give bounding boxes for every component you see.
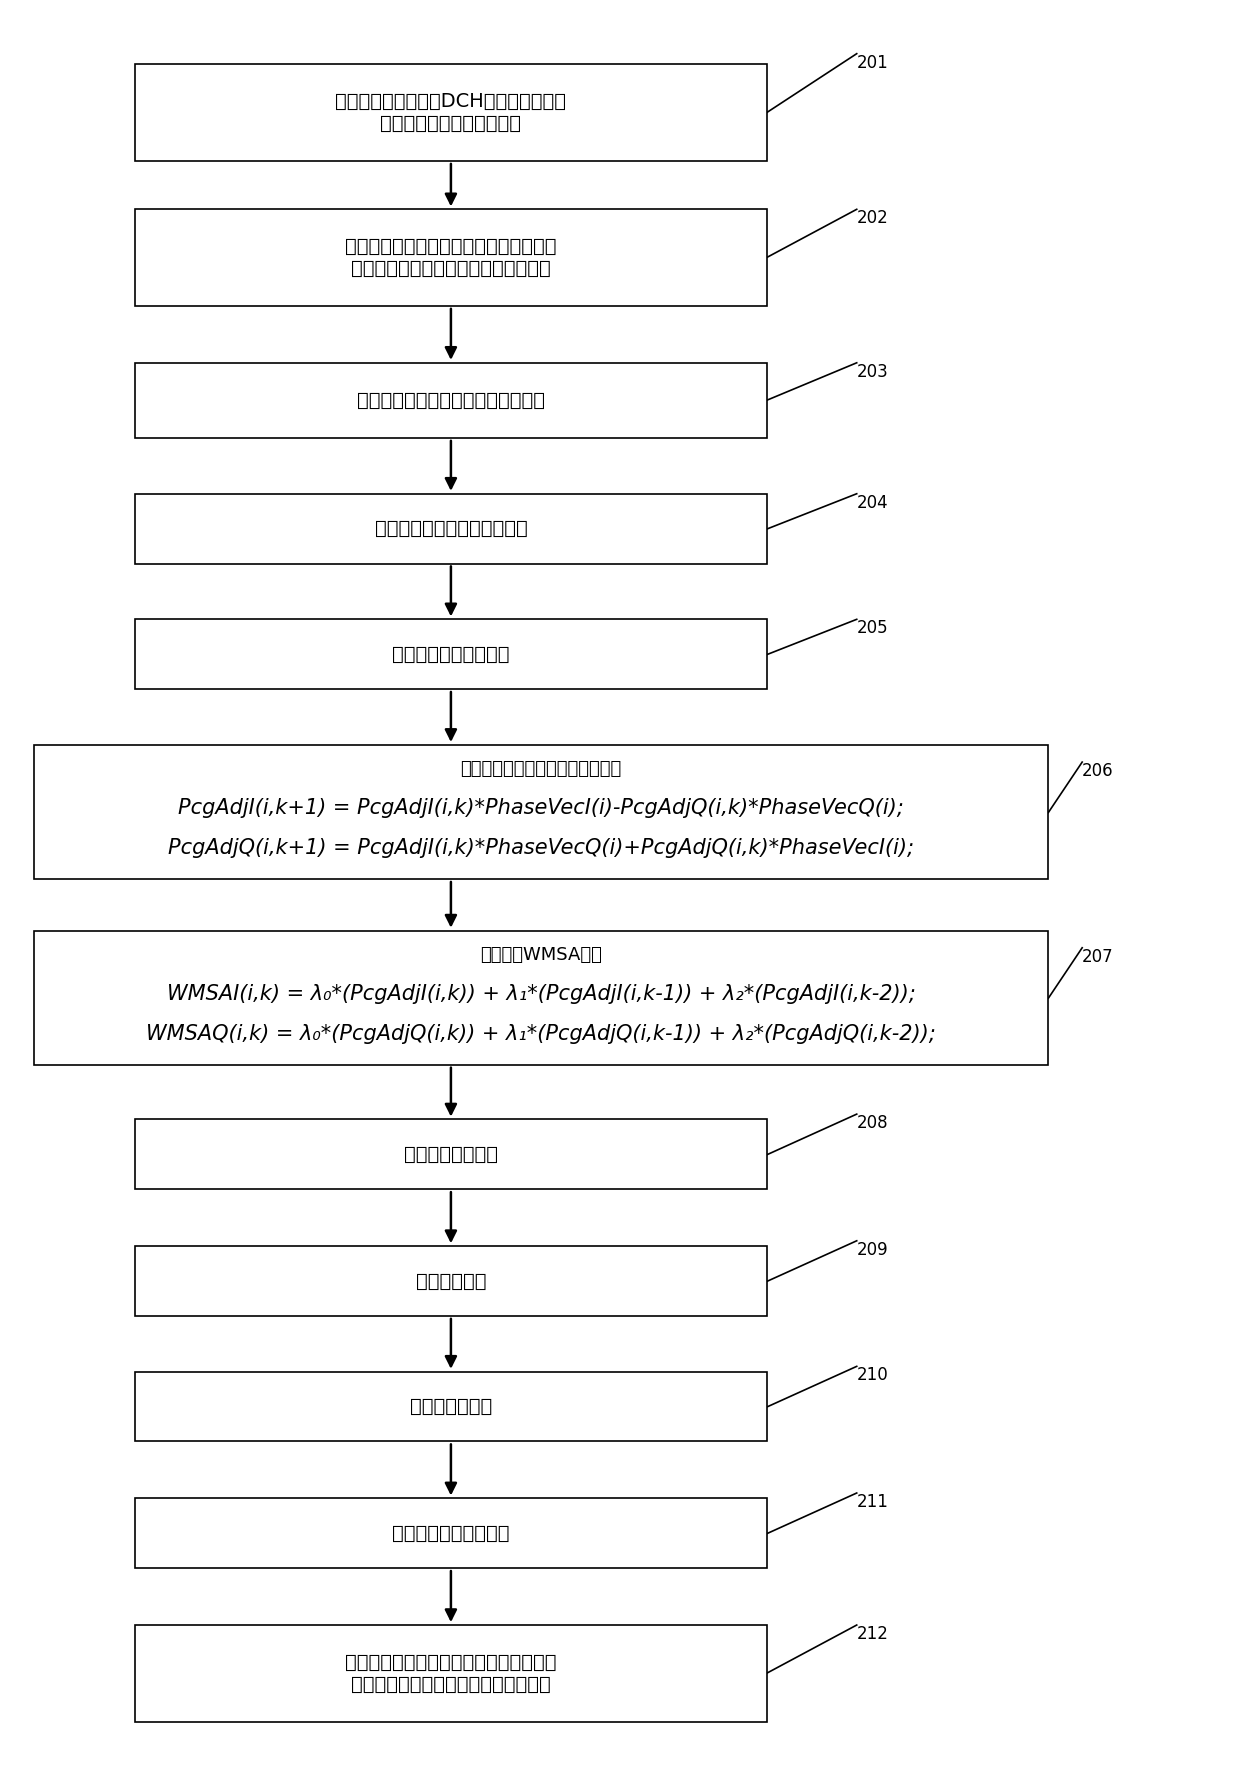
- Bar: [135, 494, 766, 563]
- Bar: [135, 209, 766, 306]
- Text: PcgAdjI(i,k+1) = PcgAdjI(i,k)*PhaseVecI(i)-PcgAdjQ(i,k)*PhaseVecQ(i);: PcgAdjI(i,k+1) = PcgAdjI(i,k)*PhaseVecI(…: [179, 799, 904, 818]
- Text: 将峰值的相关值累加平均得到噪声值，利
用峰值和噪声值计算得到功率和信噪比: 将峰值的相关值累加平均得到噪声值，利 用峰值和噪声值计算得到功率和信噪比: [345, 1652, 557, 1693]
- Text: 212: 212: [857, 1626, 889, 1643]
- Text: 对各时隙的导频数据进行累加: 对各时隙的导频数据进行累加: [374, 519, 527, 538]
- Text: 211: 211: [857, 1493, 889, 1511]
- Text: 利用下行中得到上行DCH的初始同步点的
位置和扰码，确定搜索窗长: 利用下行中得到上行DCH的初始同步点的 位置和扰码，确定搜索窗长: [335, 92, 567, 133]
- Bar: [135, 1373, 766, 1442]
- Text: 209: 209: [857, 1241, 888, 1259]
- Text: 对各帧解扩后的数据进行去导频图案: 对各帧解扩后的数据进行去导频图案: [357, 391, 544, 409]
- Bar: [135, 620, 766, 689]
- Bar: [33, 930, 1048, 1064]
- Text: 各帧进行WMSA加权: 各帧进行WMSA加权: [480, 946, 603, 963]
- Text: 203: 203: [857, 363, 889, 381]
- Text: WMSAQ(i,k) = λ₀*(PcgAdjQ(i,k)) + λ₁*(PcgAdjQ(i,k-1)) + λ₂*(PcgAdjQ(i,k-2));: WMSAQ(i,k) = λ₀*(PcgAdjQ(i,k)) + λ₁*(Pcg…: [146, 1024, 936, 1043]
- Bar: [135, 1498, 766, 1567]
- Text: 各帧相干累加: 各帧相干累加: [415, 1272, 486, 1291]
- Text: 205: 205: [857, 620, 888, 638]
- Text: 201: 201: [857, 53, 889, 71]
- Text: 各帧利用下式计算各时隙旋转角度: 各帧利用下式计算各时隙旋转角度: [460, 760, 621, 777]
- Text: 多帧非相干累加: 多帧非相干累加: [409, 1397, 492, 1417]
- Bar: [135, 64, 766, 161]
- Text: 取相关峰值和峰值索引: 取相关峰值和峰值索引: [392, 1523, 510, 1543]
- Text: 202: 202: [857, 209, 889, 227]
- Text: 各帧利用时隙计算频偏: 各帧利用时隙计算频偏: [392, 645, 510, 664]
- Bar: [33, 746, 1048, 878]
- Text: 206: 206: [1083, 762, 1114, 779]
- Text: 各帧各时隙去频偏: 各帧各时隙去频偏: [404, 1144, 498, 1164]
- Text: PcgAdjQ(i,k+1) = PcgAdjI(i,k)*PhaseVecQ(i)+PcgAdjQ(i,k)*PhaseVecI(i);: PcgAdjQ(i,k+1) = PcgAdjI(i,k)*PhaseVecQ(…: [169, 838, 914, 859]
- Bar: [135, 1626, 766, 1721]
- Text: 208: 208: [857, 1114, 888, 1132]
- Bar: [135, 1119, 766, 1190]
- Text: 207: 207: [1083, 947, 1114, 965]
- Bar: [135, 1247, 766, 1316]
- Text: 204: 204: [857, 494, 888, 512]
- Bar: [135, 363, 766, 437]
- Text: 210: 210: [857, 1367, 889, 1385]
- Text: 在搜索窗内，取多帧数据，对每个时隙内
取导频位置的数据长度进行解扰、解扩: 在搜索窗内，取多帧数据，对每个时隙内 取导频位置的数据长度进行解扰、解扩: [345, 237, 557, 278]
- Text: WMSAI(i,k) = λ₀*(PcgAdjI(i,k)) + λ₁*(PcgAdjI(i,k-1)) + λ₂*(PcgAdjI(i,k-2));: WMSAI(i,k) = λ₀*(PcgAdjI(i,k)) + λ₁*(Pcg…: [166, 983, 915, 1004]
